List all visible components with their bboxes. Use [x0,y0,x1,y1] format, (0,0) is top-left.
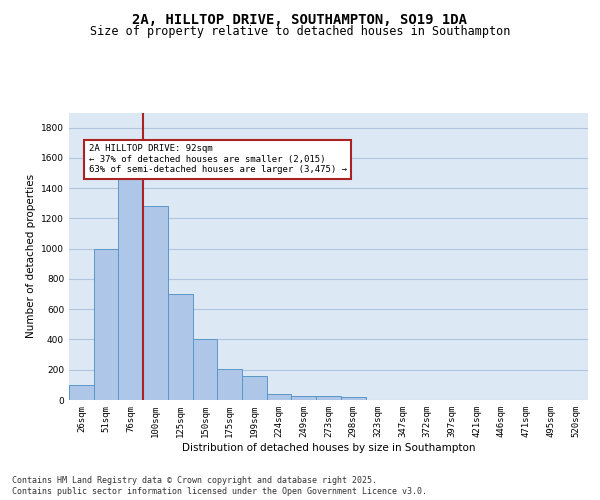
Bar [316,396,341,400]
Text: 2A HILLTOP DRIVE: 92sqm
← 37% of detached houses are smaller (2,015)
63% of semi: 2A HILLTOP DRIVE: 92sqm ← 37% of detache… [89,144,347,174]
Bar [292,396,316,400]
Bar [168,294,193,400]
Text: Contains HM Land Registry data © Crown copyright and database right 2025.: Contains HM Land Registry data © Crown c… [12,476,377,485]
Text: 2A, HILLTOP DRIVE, SOUTHAMPTON, SO19 1DA: 2A, HILLTOP DRIVE, SOUTHAMPTON, SO19 1DA [133,12,467,26]
Bar [341,398,365,400]
Bar [69,385,94,400]
Text: Contains public sector information licensed under the Open Government Licence v3: Contains public sector information licen… [12,487,427,496]
Bar [193,340,217,400]
Bar [267,394,292,400]
X-axis label: Distribution of detached houses by size in Southampton: Distribution of detached houses by size … [182,442,475,452]
Bar [118,173,143,400]
Text: Size of property relative to detached houses in Southampton: Size of property relative to detached ho… [90,25,510,38]
Bar [242,376,267,400]
Bar [143,206,168,400]
Bar [94,248,118,400]
Bar [217,369,242,400]
Y-axis label: Number of detached properties: Number of detached properties [26,174,35,338]
